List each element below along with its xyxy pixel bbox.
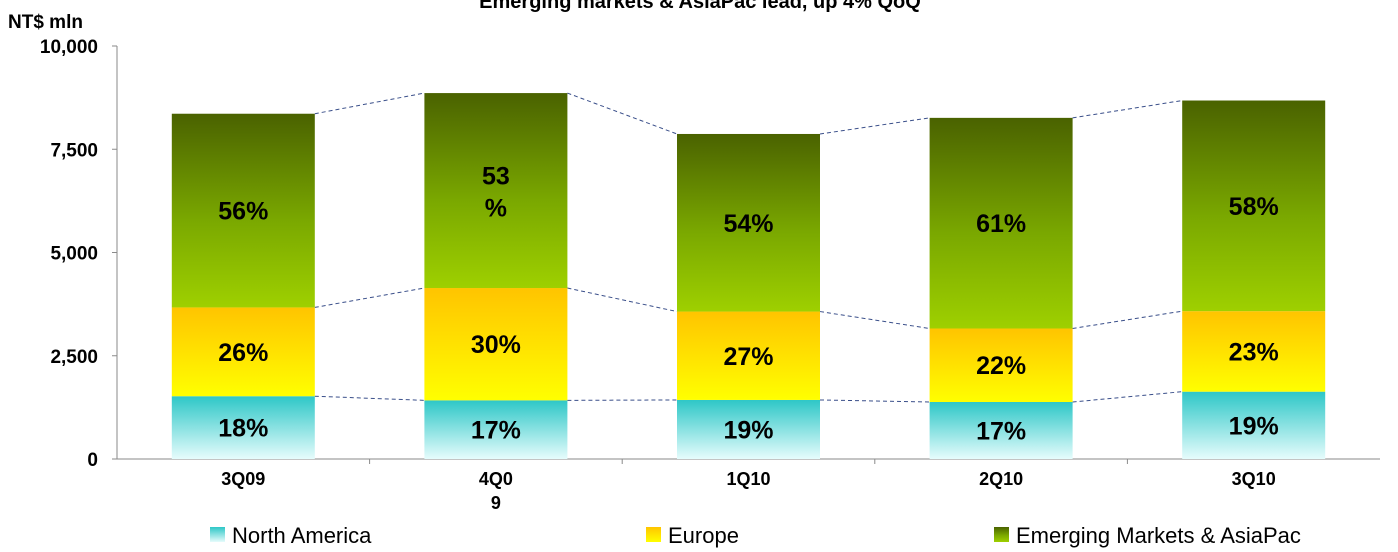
data-label: 53% (482, 163, 510, 223)
legend-swatch (646, 527, 661, 542)
x-tick-label: 2Q10 (979, 469, 1023, 489)
bar-segment (424, 93, 568, 289)
connector-line (819, 399, 930, 403)
data-label: 23% (1229, 338, 1279, 366)
x-tick-label: 1Q10 (726, 469, 770, 489)
legend-swatch (994, 527, 1009, 542)
connector-line (314, 92, 425, 115)
bar-segment (424, 288, 568, 401)
bar-segment (171, 307, 315, 397)
chart-title: Emerging markets & AsiaPac lead, up 4% Q… (479, 0, 921, 13)
data-label: 61% (976, 210, 1026, 238)
connector-line (314, 395, 425, 401)
connector-line (1072, 100, 1183, 119)
data-label: 19% (1229, 412, 1279, 440)
data-label: 54% (723, 210, 773, 238)
bar-segment (171, 396, 315, 459)
bar-segment (171, 113, 315, 308)
x-tick-label: 3Q10 (1232, 469, 1276, 489)
x-tick-label: 3Q09 (221, 469, 265, 489)
y-axis-unit-label: NT$ mln (8, 12, 83, 33)
data-labels: 18% 26% 56% 17% 30% 53 % 19% 27% 54% 17% 22% 61% 19% 2… (218, 163, 1278, 446)
legend-label: North America (232, 523, 372, 548)
bars (171, 93, 1326, 459)
bar-segment (929, 402, 1073, 459)
y-tick-label: 7,500 (50, 140, 98, 161)
data-label: 26% (218, 339, 268, 367)
connector-line (1072, 391, 1183, 403)
y-tick-label: 2,500 (50, 347, 98, 368)
x-tick-label: 4Q0 9 (479, 469, 513, 513)
bar-segment (677, 133, 820, 312)
connector-line (1072, 310, 1183, 329)
y-tick-label: 5,000 (50, 244, 98, 265)
data-label: 19% (723, 416, 773, 444)
data-label: 17% (471, 417, 521, 445)
axes: 0 2,500 5,000 7,500 10,000 (40, 37, 1380, 471)
legend: North America Europe Emerging Markets & As… (210, 523, 1301, 548)
legend-label: Emerging Markets & AsiaPac (1016, 523, 1301, 548)
connector-line (819, 311, 930, 329)
data-label: 18% (218, 415, 268, 443)
y-tick-label: 0 (87, 450, 98, 471)
connector-line (567, 287, 678, 313)
bar-segment (1182, 311, 1326, 392)
data-label: 58% (1229, 193, 1279, 221)
x-tick-labels: 3Q09 4Q0 9 1Q10 2Q10 3Q10 (221, 469, 1275, 513)
data-label: 30% (471, 331, 521, 359)
bar-segment (929, 328, 1073, 403)
bar-segment (677, 311, 820, 400)
legend-swatch (210, 527, 225, 542)
bar-segment (677, 399, 820, 459)
bar-segment (1182, 391, 1326, 459)
connector-line (314, 287, 425, 308)
y-tick-label: 10,000 (40, 37, 98, 58)
bar-segment (1182, 100, 1326, 312)
bar-segment (929, 117, 1073, 329)
bar-segment (424, 400, 568, 459)
connector-lines (314, 92, 1183, 403)
connector-line (819, 117, 930, 135)
data-label: 56% (218, 198, 268, 226)
data-label: 17% (976, 418, 1026, 446)
data-label: 27% (723, 343, 773, 371)
connector-line (567, 92, 678, 135)
data-label: 22% (976, 352, 1026, 380)
legend-label: Europe (668, 523, 739, 548)
